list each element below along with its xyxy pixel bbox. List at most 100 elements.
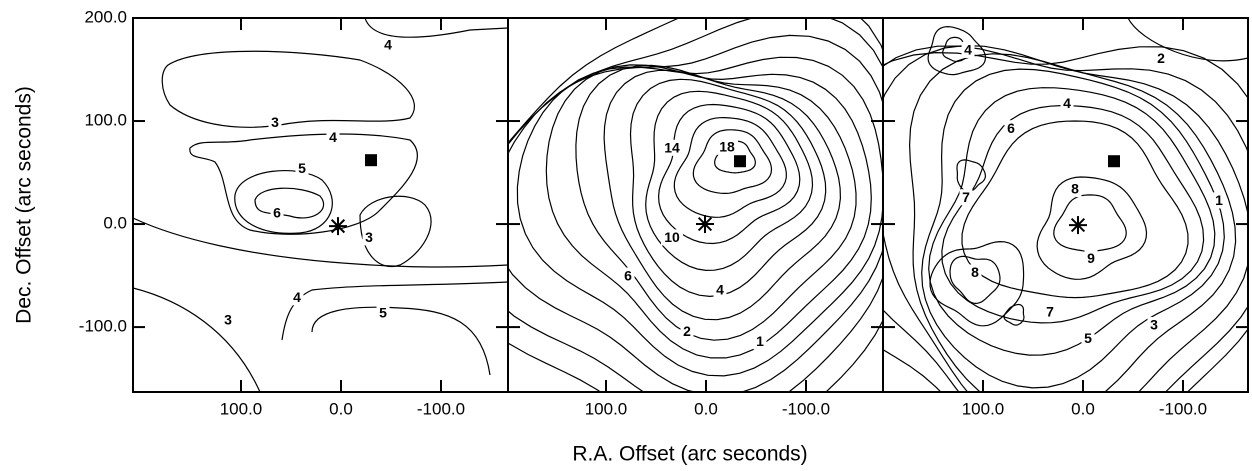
panel-frame bbox=[882, 17, 1249, 393]
contour-label: 4 bbox=[384, 36, 392, 52]
label-backdrop bbox=[1154, 50, 1168, 67]
label-backdrop bbox=[661, 139, 683, 156]
contour-line bbox=[927, 25, 987, 76]
contours bbox=[133, 18, 508, 392]
contour-label: 4 bbox=[329, 129, 337, 145]
contour-label: 6 bbox=[273, 204, 281, 220]
contour-line bbox=[254, 187, 325, 219]
label-backdrop bbox=[376, 304, 390, 321]
y-tick-label: 100.0 bbox=[84, 111, 127, 130]
asterisk-stroke bbox=[1070, 218, 1086, 233]
panel-frame bbox=[132, 17, 509, 393]
contour-label: 2 bbox=[683, 323, 691, 339]
marker-square bbox=[1108, 155, 1120, 168]
asterisk-stroke bbox=[697, 216, 713, 232]
contour-line bbox=[645, 90, 814, 272]
contour-label: 2 bbox=[1157, 50, 1165, 66]
contour-label: 8 bbox=[971, 264, 979, 280]
contour-label: 5 bbox=[298, 160, 306, 176]
contour-line bbox=[189, 133, 418, 235]
label-backdrop bbox=[959, 189, 973, 206]
label-backdrop bbox=[1060, 95, 1074, 112]
label-backdrop bbox=[270, 204, 284, 221]
marker-asterisk bbox=[696, 215, 714, 234]
label-backdrop bbox=[295, 160, 309, 177]
contour-line bbox=[1053, 194, 1127, 252]
contour-line bbox=[508, 18, 883, 392]
x-tick-label: 0.0 bbox=[694, 399, 718, 418]
x-tick-label: 100.0 bbox=[585, 399, 628, 418]
contour-label: 18 bbox=[719, 138, 735, 154]
marker-square bbox=[365, 154, 377, 167]
contour-line bbox=[545, 64, 872, 359]
label-backdrop bbox=[1004, 120, 1018, 137]
y-tick-label: 200.0 bbox=[84, 7, 127, 26]
contour-line bbox=[161, 50, 415, 128]
marker-square bbox=[734, 155, 746, 168]
contour-label: 5 bbox=[1084, 330, 1092, 346]
contour-label: 10 bbox=[664, 229, 680, 245]
contour-line bbox=[575, 64, 857, 341]
contours bbox=[883, 18, 1248, 392]
contour-label: 5 bbox=[379, 304, 387, 320]
label-backdrop bbox=[268, 114, 282, 131]
marker-asterisk bbox=[329, 217, 347, 236]
x-tick-label: -100.0 bbox=[782, 399, 830, 418]
x-tick-label: 0.0 bbox=[1071, 399, 1095, 418]
label-backdrop bbox=[290, 289, 304, 306]
asterisk-stroke bbox=[330, 219, 346, 234]
label-backdrop bbox=[362, 229, 376, 246]
contour-label: 7 bbox=[962, 189, 970, 205]
contour-line bbox=[234, 170, 333, 234]
contour-line bbox=[908, 53, 1237, 392]
label-backdrop bbox=[713, 282, 727, 298]
x-tick-label: -100.0 bbox=[417, 399, 465, 418]
y-tick-label: -100.0 bbox=[79, 317, 127, 336]
contour-line bbox=[133, 287, 261, 392]
contour-line bbox=[311, 306, 491, 376]
contour-line bbox=[942, 36, 968, 63]
contour-line bbox=[949, 255, 1001, 305]
x-tick-label: 100.0 bbox=[962, 399, 1005, 418]
contour-line bbox=[692, 129, 773, 194]
label-backdrop bbox=[753, 333, 767, 350]
contour-line bbox=[941, 104, 1205, 324]
label-backdrop bbox=[680, 323, 694, 340]
contour-line bbox=[516, 56, 883, 377]
label-backdrop bbox=[961, 41, 975, 58]
label-backdrop bbox=[1084, 250, 1098, 267]
label-backdrop bbox=[381, 36, 395, 53]
contour-line bbox=[1003, 303, 1025, 326]
contour-label: 3 bbox=[224, 312, 232, 328]
contour-label: 3 bbox=[271, 114, 279, 130]
contour-label: 4 bbox=[1063, 95, 1071, 111]
label-backdrop bbox=[326, 129, 340, 146]
contour-line bbox=[359, 195, 432, 267]
contour-line bbox=[673, 116, 787, 218]
x-tick-label: 100.0 bbox=[220, 399, 263, 418]
contour-line bbox=[281, 281, 508, 341]
contour-line bbox=[961, 120, 1189, 299]
label-backdrop bbox=[1043, 303, 1057, 320]
label-backdrop bbox=[968, 264, 982, 281]
contour-line bbox=[921, 68, 1225, 389]
contour-line bbox=[508, 34, 883, 392]
marker-asterisk bbox=[1069, 216, 1087, 235]
contour-line bbox=[364, 18, 508, 38]
contour-label: 8 bbox=[1071, 181, 1079, 197]
contour-line bbox=[883, 46, 1248, 392]
x-axis-label: R.A. Offset (arc seconds) bbox=[572, 443, 807, 466]
contour-label: 7 bbox=[1046, 303, 1054, 319]
contour-line bbox=[714, 140, 756, 174]
contour-label: 1 bbox=[756, 333, 764, 349]
label-backdrop bbox=[716, 138, 738, 155]
contours bbox=[508, 18, 883, 392]
label-backdrop bbox=[621, 267, 635, 284]
contour-line bbox=[928, 87, 1216, 356]
contour-label: 3 bbox=[365, 229, 373, 245]
contour-line bbox=[883, 44, 1248, 392]
contour-label: 6 bbox=[624, 267, 632, 283]
contour-label: 4 bbox=[293, 289, 301, 305]
